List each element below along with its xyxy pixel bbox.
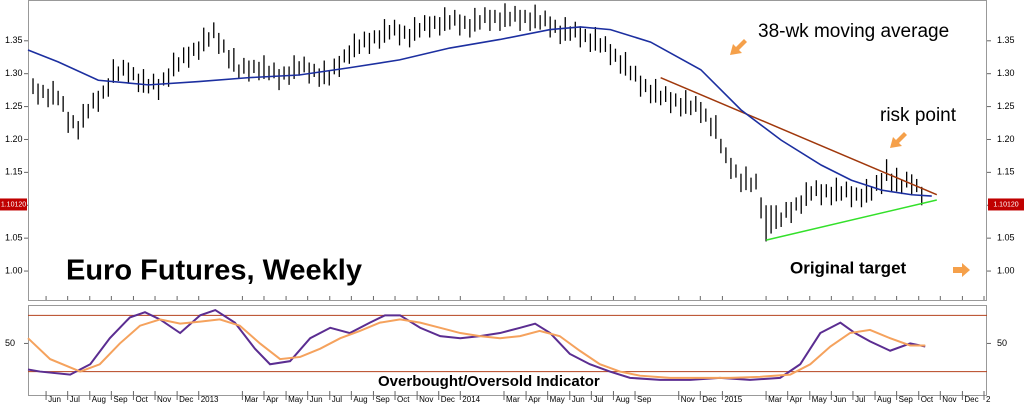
y-tick-label: 1.15 [5,167,23,177]
y-tick-label: 1.00 [5,265,23,275]
x-tick-label: Nov [942,395,956,404]
x-tick-label: Jun [310,395,323,404]
price-marker-label: 1.10120 [993,201,1018,208]
x-tick-label: Jul [332,395,342,404]
annotation: risk point [880,105,957,126]
y-tick-label: 1.00 [997,265,1015,275]
x-tick-label: Nov [157,395,171,404]
price-marker-label: 1.10120 [1,201,26,208]
y-tick-label: 1.20 [5,134,23,144]
y-tick-label: 1.25 [5,101,23,111]
x-tick-label: Oct [921,395,934,404]
annotation: Original target [790,258,907,277]
trendline [765,199,937,241]
x-tick-label: Sep [899,395,914,404]
indicator-line [27,318,926,379]
price-marker [988,198,1024,211]
x-tick-label: Apr [266,395,279,404]
x-tick-label: 2013 [201,395,219,404]
trendline [660,76,938,196]
x-tick-label: Mar [768,395,782,404]
x-tick-label: Nov [419,395,433,404]
x-tick-label: Jun [572,395,585,404]
plot-area: 1.001.001.051.051.101.101.151.151.201.20… [0,3,1024,404]
y-tick-label: 1.30 [5,68,23,78]
x-tick-label: Sep [113,395,128,404]
y-tick-label: 50 [5,338,15,348]
x-tick-label: Jul [70,395,80,404]
y-tick-label: 1.05 [997,233,1015,243]
x-tick-label: Jul [855,395,865,404]
price-marker [0,198,27,211]
x-tick-label: Aug [877,395,891,404]
x-tick-label: Apr [790,395,803,404]
x-tick-label: Aug [353,395,367,404]
x-tick-label: Sep [375,395,390,404]
y-tick-label: 50 [997,338,1007,348]
x-tick-label: Aug [92,395,106,404]
y-tick-label: 1.35 [997,35,1015,45]
x-tick-label: Dec [179,395,193,404]
x-tick-label: Apr [528,395,541,404]
x-tick-label: Sep [637,395,652,404]
x-tick-label: May [288,395,303,404]
x-tick-label: 2 [986,395,991,404]
indicator-panel [28,305,987,396]
x-tick-label: Oct [135,395,148,404]
arrow [730,39,747,55]
indicator-title: Overbought/Oversold Indicator [378,373,600,390]
y-tick-label: 1.30 [997,68,1015,78]
x-tick-label: Jun [48,395,61,404]
x-tick-label: Jun [833,395,846,404]
x-tick-label: May [550,395,565,404]
x-tick-label: May [812,395,827,404]
chart-title: Euro Futures, Weekly [66,255,362,287]
arrow [890,132,907,148]
y-tick-label: 1.05 [5,233,23,243]
x-tick-label: Mar [506,395,520,404]
x-tick-label: Dec [441,395,455,404]
y-tick-label: 1.35 [5,35,23,45]
x-tick-label: Dec [964,395,978,404]
y-tick-label: 1.20 [997,134,1015,144]
x-tick-label: Aug [615,395,629,404]
y-tick-label: 1.25 [997,101,1015,111]
x-tick-label: Nov [681,395,695,404]
x-tick-label: Mar [244,395,258,404]
arrow [953,263,970,277]
moving-average [27,26,932,197]
x-tick-label: Jul [593,395,603,404]
x-tick-label: 2015 [724,395,742,404]
y-tick-label: 1.15 [997,167,1015,177]
x-tick-label: 2014 [462,395,480,404]
x-tick-label: Dec [702,395,716,404]
x-tick-label: Oct [397,395,410,404]
price-panel [28,0,987,301]
annotation: 38-wk moving average [758,21,949,42]
indicator-line [27,308,926,381]
